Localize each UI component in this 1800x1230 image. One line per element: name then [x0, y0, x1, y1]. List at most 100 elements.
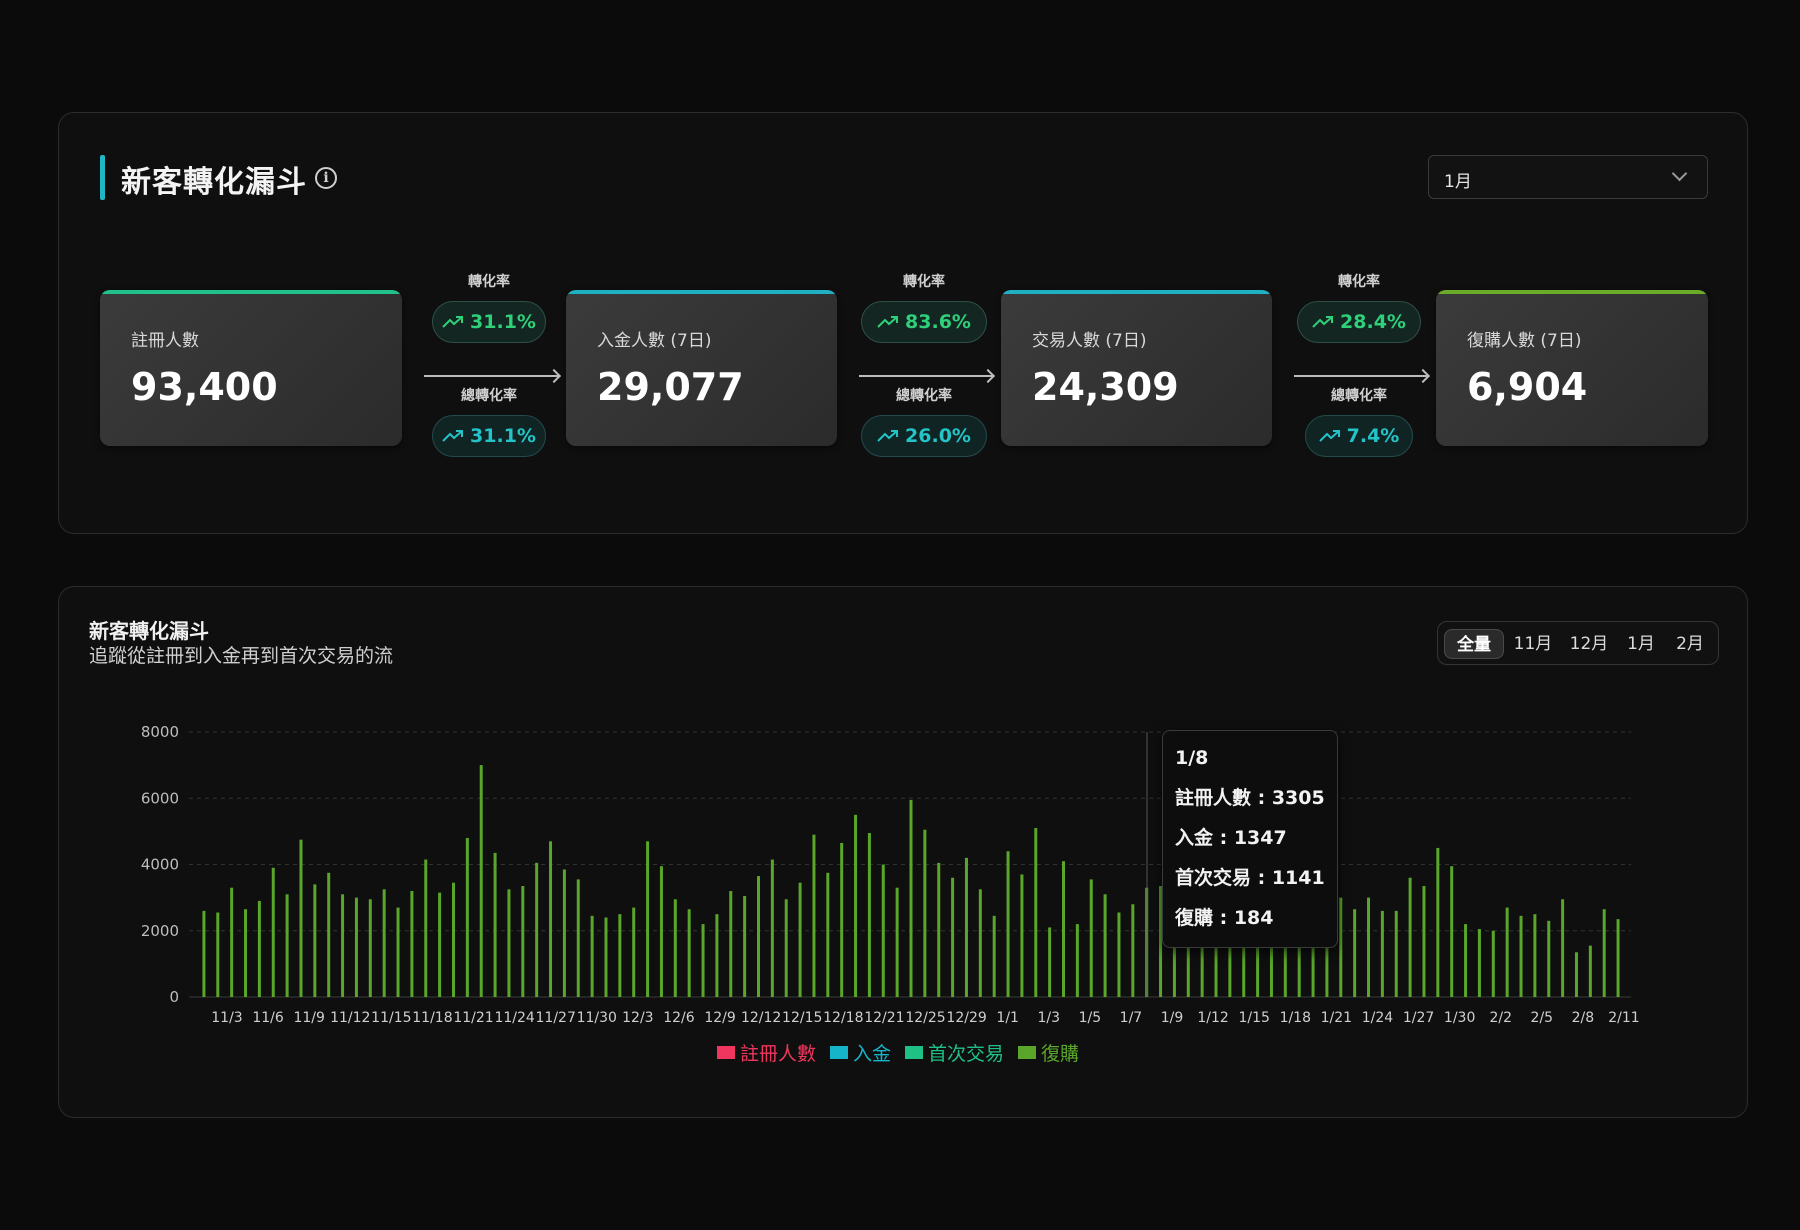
bar[interactable]: [354, 897, 358, 997]
bar[interactable]: [951, 877, 955, 997]
bar[interactable]: [1367, 897, 1371, 997]
bar[interactable]: [881, 864, 885, 998]
bar[interactable]: [1505, 907, 1509, 997]
bar[interactable]: [1380, 910, 1384, 997]
bar[interactable]: [964, 857, 968, 997]
bar[interactable]: [590, 915, 594, 997]
bar[interactable]: [465, 838, 469, 997]
bar[interactable]: [701, 924, 705, 997]
legend-item-repurchase[interactable]: 復購: [1018, 1039, 1079, 1066]
bar[interactable]: [673, 899, 677, 997]
bar[interactable]: [1089, 879, 1093, 997]
tab-all[interactable]: 全量: [1444, 629, 1504, 659]
bar[interactable]: [1297, 909, 1301, 997]
bar[interactable]: [1464, 924, 1468, 997]
bar[interactable]: [826, 872, 830, 997]
bar[interactable]: [923, 829, 927, 997]
legend-item-register[interactable]: 註冊人數: [717, 1039, 816, 1066]
tab-feb[interactable]: 2月: [1676, 634, 1704, 654]
bar[interactable]: [1283, 905, 1287, 997]
bar[interactable]: [854, 814, 858, 997]
bar[interactable]: [840, 842, 844, 997]
bar[interactable]: [521, 886, 525, 997]
bar[interactable]: [1574, 952, 1578, 997]
bar[interactable]: [1325, 910, 1329, 997]
bar[interactable]: [562, 869, 566, 997]
month-select[interactable]: 1月: [1428, 155, 1708, 199]
bar[interactable]: [438, 892, 442, 997]
bar[interactable]: [1588, 945, 1592, 997]
bar[interactable]: [368, 899, 372, 997]
bar[interactable]: [1269, 914, 1273, 997]
bar[interactable]: [1602, 909, 1606, 997]
bar[interactable]: [978, 889, 982, 997]
bar[interactable]: [798, 882, 802, 997]
bar[interactable]: [549, 841, 553, 997]
legend-item-deposit[interactable]: 入金: [830, 1039, 891, 1066]
bar[interactable]: [216, 912, 220, 997]
bar[interactable]: [313, 884, 317, 997]
bar[interactable]: [618, 914, 622, 997]
bar[interactable]: [1256, 917, 1260, 998]
bar[interactable]: [1311, 914, 1315, 997]
bar[interactable]: [1048, 927, 1052, 997]
bar[interactable]: [410, 891, 414, 997]
info-icon[interactable]: i: [315, 167, 337, 189]
bar[interactable]: [396, 907, 400, 997]
bar[interactable]: [1214, 907, 1218, 997]
bar[interactable]: [937, 862, 941, 997]
bar[interactable]: [715, 914, 719, 997]
bar[interactable]: [743, 895, 747, 997]
bar[interactable]: [1228, 912, 1232, 997]
bar[interactable]: [687, 909, 691, 997]
bar[interactable]: [1519, 915, 1523, 997]
bar[interactable]: [271, 867, 275, 997]
bar[interactable]: [1103, 894, 1107, 997]
bar[interactable]: [659, 866, 663, 997]
bar[interactable]: [1561, 899, 1565, 997]
bar[interactable]: [756, 876, 760, 997]
bar[interactable]: [327, 872, 331, 997]
bar[interactable]: [729, 891, 733, 997]
bar[interactable]: [479, 765, 483, 997]
bar[interactable]: [1242, 904, 1246, 997]
tab-nov[interactable]: 11月: [1513, 634, 1553, 654]
bar[interactable]: [1075, 924, 1079, 997]
bar[interactable]: [895, 887, 899, 997]
bar[interactable]: [202, 910, 206, 997]
bar[interactable]: [1436, 847, 1440, 997]
bar[interactable]: [646, 841, 650, 997]
bar[interactable]: [1408, 877, 1412, 997]
bar[interactable]: [1131, 904, 1135, 997]
bar[interactable]: [1200, 909, 1204, 997]
bar[interactable]: [299, 839, 303, 997]
bar[interactable]: [535, 862, 539, 997]
bar[interactable]: [451, 882, 455, 997]
bar[interactable]: [1533, 914, 1537, 997]
bar[interactable]: [909, 799, 913, 997]
bar[interactable]: [1006, 851, 1010, 997]
bar[interactable]: [1394, 910, 1398, 997]
bar[interactable]: [770, 859, 774, 997]
bar[interactable]: [507, 889, 511, 997]
bar[interactable]: [257, 900, 261, 997]
bar[interactable]: [992, 915, 996, 997]
bar[interactable]: [1477, 929, 1481, 997]
bar[interactable]: [1034, 828, 1038, 997]
bar[interactable]: [812, 834, 816, 997]
bar[interactable]: [576, 879, 580, 997]
tab-dec[interactable]: 12月: [1569, 634, 1609, 654]
bar[interactable]: [1353, 909, 1357, 997]
legend-item-first-trade[interactable]: 首次交易: [905, 1039, 1004, 1066]
bar[interactable]: [1020, 874, 1024, 997]
bar[interactable]: [784, 899, 788, 997]
bar[interactable]: [285, 894, 289, 997]
bar[interactable]: [867, 833, 871, 997]
bar[interactable]: [1062, 861, 1066, 997]
bar[interactable]: [341, 894, 345, 997]
bar[interactable]: [1616, 919, 1620, 997]
bar[interactable]: [1491, 930, 1495, 997]
bar[interactable]: [382, 889, 386, 997]
bar[interactable]: [604, 917, 608, 998]
bar[interactable]: [632, 907, 636, 997]
